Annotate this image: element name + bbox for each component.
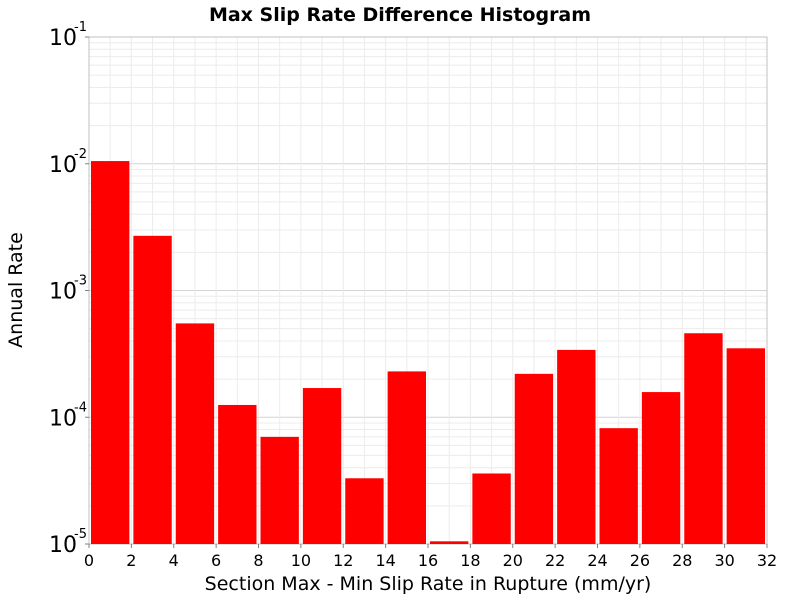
- bar: [641, 392, 681, 544]
- x-tick-label: 16: [418, 551, 438, 570]
- x-tick-label: 10: [291, 551, 311, 570]
- y-tick-label: 10: [49, 26, 77, 51]
- x-tick-label: 12: [333, 551, 353, 570]
- bar: [345, 478, 384, 544]
- bar: [260, 436, 299, 544]
- bar: [472, 473, 511, 544]
- y-tick-label: 10: [49, 533, 77, 558]
- x-tick-label: 4: [169, 551, 179, 570]
- y-tick-label: 10: [49, 153, 77, 178]
- bar: [726, 348, 765, 544]
- bars: [91, 161, 765, 544]
- x-tick-label: 2: [126, 551, 136, 570]
- x-tick-label: 8: [253, 551, 263, 570]
- x-tick-label: 24: [587, 551, 607, 570]
- x-tick-label: 22: [545, 551, 565, 570]
- y-tick-label: 10: [49, 406, 77, 431]
- x-axis-ticks: 0 2 4 6 8 10 12 14 16 18 20 22 24 26 28 30 32: [84, 544, 777, 570]
- y-tick-exponent: -2: [74, 147, 87, 162]
- bar: [91, 161, 130, 544]
- bar: [218, 404, 257, 544]
- bar: [302, 388, 342, 544]
- bar: [133, 235, 172, 544]
- x-tick-label: 6: [211, 551, 221, 570]
- chart-title: Max Slip Rate Difference Histogram: [209, 4, 591, 26]
- bar: [387, 371, 426, 544]
- bar: [684, 333, 723, 544]
- bar: [175, 323, 215, 544]
- bar: [430, 541, 469, 544]
- x-tick-label: 14: [375, 551, 395, 570]
- y-axis-ticks: 10-110-210-310-410-5: [49, 20, 89, 558]
- y-tick-exponent: -5: [74, 527, 87, 542]
- bar: [599, 428, 638, 544]
- y-tick-exponent: -3: [74, 274, 87, 289]
- x-tick-label: 28: [672, 551, 692, 570]
- y-tick-exponent: -1: [74, 20, 87, 35]
- x-tick-label: 30: [714, 551, 734, 570]
- bar: [557, 349, 596, 544]
- bar: [514, 373, 554, 544]
- x-tick-label: 32: [757, 551, 777, 570]
- y-axis-label: Annual Rate: [5, 232, 27, 348]
- x-tick-label: 0: [84, 551, 94, 570]
- x-tick-label: 26: [630, 551, 650, 570]
- y-tick-exponent: -4: [74, 400, 87, 415]
- x-axis-label: Section Max - Min Slip Rate in Rupture (…: [205, 573, 652, 595]
- x-tick-label: 18: [460, 551, 480, 570]
- x-tick-label: 20: [503, 551, 523, 570]
- y-tick-label: 10: [49, 280, 77, 305]
